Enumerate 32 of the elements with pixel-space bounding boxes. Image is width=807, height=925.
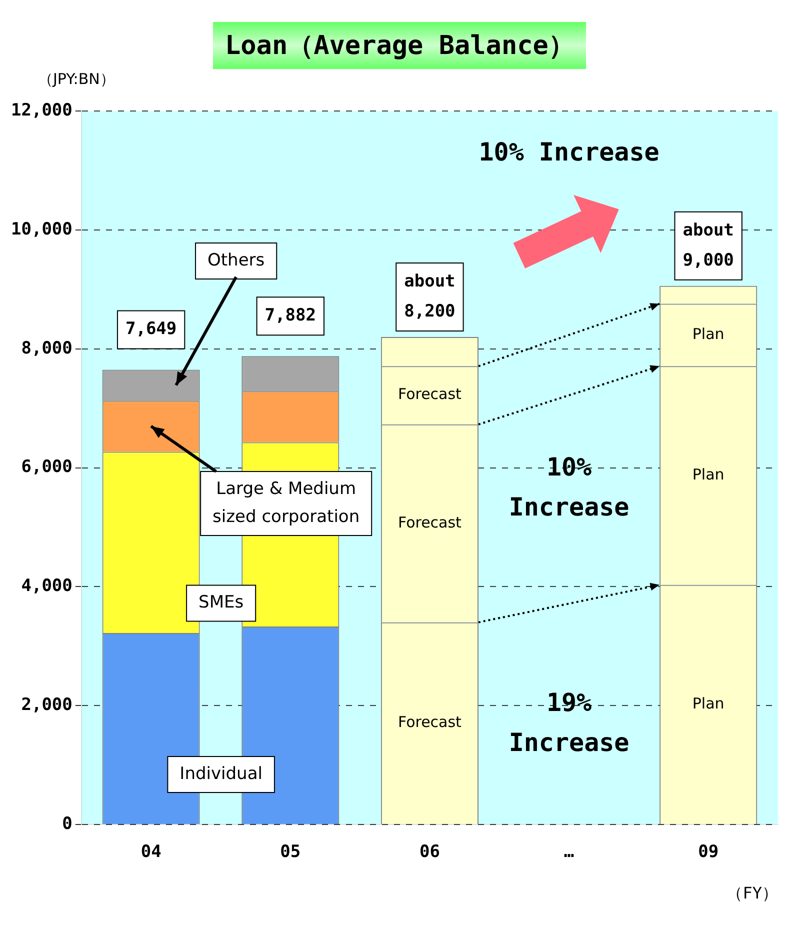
total-label: about 8,200 — [404, 271, 456, 322]
series-label: Individual — [180, 764, 262, 784]
text: Others — [208, 250, 265, 270]
y-tick-label: 8,000 — [21, 338, 72, 358]
y-tick-label: 6,000 — [21, 457, 72, 478]
annotation: 10% Increase — [508, 452, 630, 522]
x-tick-label: … — [564, 842, 574, 862]
y-tick-label: 4,000 — [21, 576, 72, 596]
data-label: Plan — [692, 324, 724, 343]
total-label: 7,882 — [264, 305, 316, 326]
series-label: SMEs — [198, 592, 244, 613]
total-label: 7,649 — [125, 319, 177, 340]
data-label: Plan — [692, 465, 724, 484]
y-tick-label: 12,000 — [10, 100, 72, 121]
annotation: 10% Increase — [478, 137, 660, 166]
total-label: about 9,000 — [682, 220, 734, 270]
chart-title: Loan（Average Balance） — [213, 22, 586, 69]
annotation: 19% Increase — [508, 688, 630, 758]
x-tick-label: 05 — [280, 842, 301, 862]
y-tick-label: 2,000 — [21, 694, 72, 715]
data-label: Forecast — [398, 513, 462, 532]
y-axis-title: （JPY:BN） — [38, 70, 115, 89]
data-label: Plan — [692, 694, 724, 712]
y-tick-label: 10,000 — [10, 219, 72, 240]
data-label: Forecast — [398, 385, 462, 404]
x-tick-label: 06 — [419, 842, 440, 862]
y-tick-label: 0 — [62, 814, 72, 834]
x-tick-label: 09 — [698, 842, 719, 862]
x-tick-label: 04 — [140, 842, 162, 862]
series-label: Large & Medium sized corporation — [212, 478, 360, 527]
x-axis-title: （FY） — [726, 884, 778, 903]
data-label: Forecast — [398, 713, 462, 732]
